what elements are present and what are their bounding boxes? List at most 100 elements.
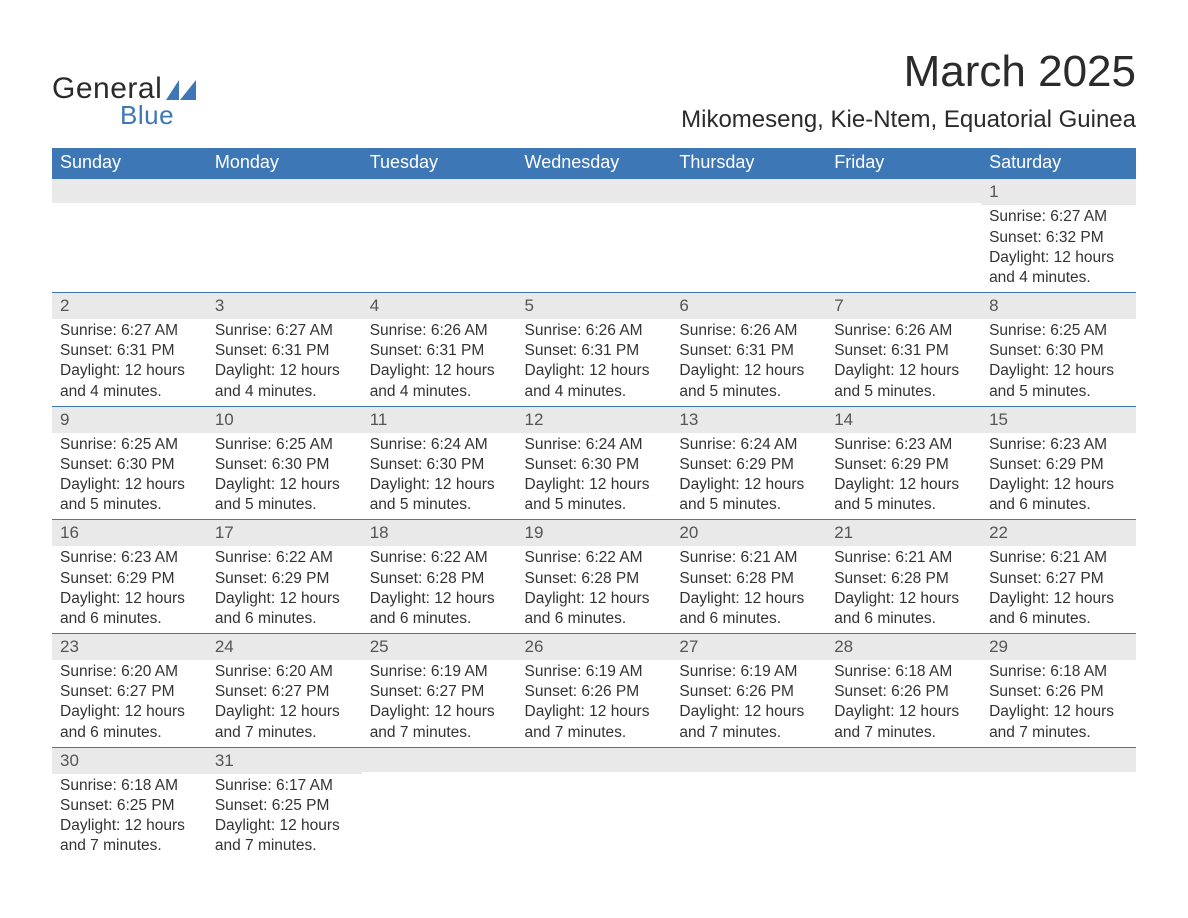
sunset-text: Sunset: 6:28 PM (834, 569, 973, 589)
sunset-text: Sunset: 6:31 PM (370, 341, 509, 361)
day-number: 16 (52, 520, 207, 546)
daylight-text: Daylight: 12 hours and 5 minutes. (679, 361, 818, 401)
calendar-empty-cell (826, 179, 981, 292)
sunrise-text: Sunrise: 6:26 AM (834, 321, 973, 341)
sunrise-text: Sunrise: 6:21 AM (679, 548, 818, 568)
day-number: 5 (517, 293, 672, 319)
sunset-text: Sunset: 6:29 PM (679, 455, 818, 475)
day-number: 21 (826, 520, 981, 546)
sunset-text: Sunset: 6:30 PM (370, 455, 509, 475)
empty-day-bar (671, 748, 826, 772)
sunset-text: Sunset: 6:26 PM (989, 682, 1128, 702)
daylight-text: Daylight: 12 hours and 4 minutes. (60, 361, 199, 401)
day-number: 12 (517, 407, 672, 433)
calendar-day: 25Sunrise: 6:19 AMSunset: 6:27 PMDayligh… (362, 634, 517, 748)
calendar-day: 29Sunrise: 6:18 AMSunset: 6:26 PMDayligh… (981, 634, 1136, 748)
day-number: 25 (362, 634, 517, 660)
sunset-text: Sunset: 6:25 PM (215, 796, 354, 816)
calendar-day: 5Sunrise: 6:26 AMSunset: 6:31 PMDaylight… (517, 293, 672, 407)
day-number: 20 (671, 520, 826, 546)
empty-day-bar (517, 179, 672, 203)
calendar-week: 1Sunrise: 6:27 AMSunset: 6:32 PMDaylight… (52, 179, 1136, 292)
day-number: 30 (52, 748, 207, 774)
sunset-text: Sunset: 6:29 PM (989, 455, 1128, 475)
calendar-empty-cell (207, 179, 362, 292)
calendar-day: 27Sunrise: 6:19 AMSunset: 6:26 PMDayligh… (671, 634, 826, 748)
calendar-day: 22Sunrise: 6:21 AMSunset: 6:27 PMDayligh… (981, 520, 1136, 634)
day-number: 13 (671, 407, 826, 433)
month-title: March 2025 (681, 48, 1136, 96)
day-number: 29 (981, 634, 1136, 660)
calendar-week: 23Sunrise: 6:20 AM Sunset: 6:27 PM Dayligh… (52, 634, 1136, 748)
calendar-empty-cell (671, 747, 826, 860)
day-number: 11 (362, 407, 517, 433)
sunset-text: Sunset: 6:31 PM (679, 341, 818, 361)
calendar-day: 9Sunrise: 6:25 AMSunset: 6:30 PMDaylight… (52, 406, 207, 520)
daylight-text: Daylight: 12 hours and 6 minutes. (989, 589, 1128, 629)
sunrise-text: Sunrise: 6:24 AM (679, 435, 818, 455)
calendar-empty-cell (362, 179, 517, 292)
sunrise-text: Sunrise: 6:27 AM (989, 207, 1128, 227)
sunset-text: Sunset: 6:26 PM (525, 682, 664, 702)
daylight-text: Daylight: 12 hours and 5 minutes. (679, 475, 818, 515)
sunset-text: Sunset: 6:26 PM (834, 682, 973, 702)
empty-day-bar (207, 179, 362, 203)
sunrise-text: Sunrise: 6:23 AM (60, 548, 199, 568)
sunrise-text: Sunrise: 6:18 AM (989, 662, 1128, 682)
calendar-day: 4Sunrise: 6:26 AMSunset: 6:31 PMDaylight… (362, 293, 517, 407)
logo: General Blue (52, 72, 196, 131)
calendar-table: SundayMondayTuesdayWednesdayThursdayFrid… (52, 148, 1136, 860)
calendar-day: 20Sunrise: 6:21 AMSunset: 6:28 PMDayligh… (671, 520, 826, 634)
day-number: 22 (981, 520, 1136, 546)
calendar-day: 6Sunrise: 6:26 AMSunset: 6:31 PMDaylight… (671, 293, 826, 407)
daylight-text: Daylight: 12 hours and 5 minutes. (215, 475, 354, 515)
day-number: 7 (826, 293, 981, 319)
sunrise-text: Sunrise: 6:23 AM (989, 435, 1128, 455)
sunrise-text: Sunrise: 6:19 AM (370, 662, 509, 682)
daylight-text: Daylight: 12 hours and 7 minutes. (525, 702, 664, 742)
daylight-text: Daylight: 12 hours and 4 minutes. (989, 248, 1128, 288)
title-block: March 2025 Mikomeseng, Kie-Ntem, Equator… (681, 48, 1136, 134)
header-row: General Blue March 2025 Mikomeseng, Kie-… (52, 48, 1136, 134)
sunrise-text: Sunrise: 6:22 AM (525, 548, 664, 568)
day-number: 15 (981, 407, 1136, 433)
empty-day-bar (826, 179, 981, 203)
sunset-text: Sunset: 6:27 PM (215, 682, 354, 702)
sunrise-text: Sunrise: 6:17 AM (215, 776, 354, 796)
sunrise-text: Sunrise: 6:20 AM (60, 662, 199, 682)
day-number: 28 (826, 634, 981, 660)
day-number: 4 (362, 293, 517, 319)
daylight-text: Daylight: 12 hours and 5 minutes. (370, 475, 509, 515)
daylight-text: Daylight: 12 hours and 6 minutes. (370, 589, 509, 629)
sunrise-text: Sunrise: 6:18 AM (60, 776, 199, 796)
day-number: 23 (52, 634, 207, 660)
calendar-empty-cell (362, 747, 517, 860)
empty-day-bar (826, 748, 981, 772)
empty-day-bar (52, 179, 207, 203)
calendar-day: 2Sunrise: 6:27 AMSunset: 6:31 PMDaylight… (52, 293, 207, 407)
day-number: 27 (671, 634, 826, 660)
empty-day-bar (981, 748, 1136, 772)
sunrise-text: Sunrise: 6:23 AM (834, 435, 973, 455)
day-number: 19 (517, 520, 672, 546)
daylight-text: Daylight: 12 hours and 7 minutes. (370, 702, 509, 742)
day-number: 6 (671, 293, 826, 319)
daylight-text: Daylight: 12 hours and 5 minutes. (834, 475, 973, 515)
sunrise-text: Sunrise: 6:26 AM (525, 321, 664, 341)
weekday-header: Monday (207, 148, 362, 179)
sunrise-text: Sunrise: 6:18 AM (834, 662, 973, 682)
sunset-text: Sunset: 6:30 PM (525, 455, 664, 475)
day-number: 3 (207, 293, 362, 319)
calendar-day: 10Sunrise: 6:25 AMSunset: 6:30 PMDayligh… (207, 406, 362, 520)
sunset-text: Sunset: 6:29 PM (834, 455, 973, 475)
calendar-empty-cell (52, 179, 207, 292)
day-number: 17 (207, 520, 362, 546)
daylight-text: Daylight: 12 hours and 4 minutes. (525, 361, 664, 401)
day-number: 10 (207, 407, 362, 433)
daylight-text: Daylight: 12 hours and 5 minutes. (60, 475, 199, 515)
calendar-day: 18Sunrise: 6:22 AMSunset: 6:28 PMDayligh… (362, 520, 517, 634)
weekday-header: Sunday (52, 148, 207, 179)
empty-day-bar (671, 179, 826, 203)
sunrise-text: Sunrise: 6:25 AM (215, 435, 354, 455)
weekday-header: Saturday (981, 148, 1136, 179)
